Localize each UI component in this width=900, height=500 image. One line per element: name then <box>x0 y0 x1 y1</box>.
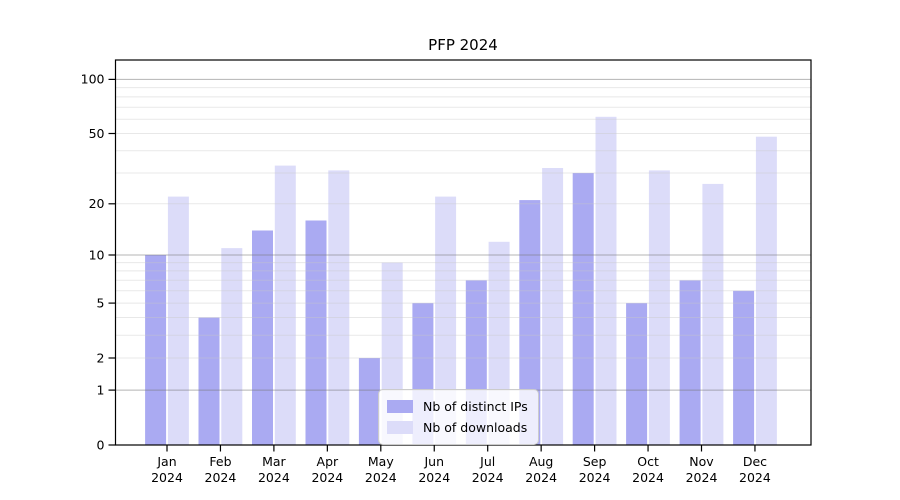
bar-distinct-ips-oct <box>626 303 648 445</box>
legend-item-downloads: Nb of downloads <box>387 417 528 438</box>
y-tick-label: 0 <box>97 437 105 452</box>
legend: Nb of distinct IPs Nb of downloads <box>378 389 539 445</box>
x-tick-label: Aug 2024 <box>525 454 557 485</box>
x-tick-label: Nov 2024 <box>686 454 718 485</box>
bar-downloads-feb <box>221 248 243 445</box>
x-tick-label: Feb 2024 <box>205 454 237 485</box>
axis-frame <box>114 59 812 446</box>
y-tick-label: 50 <box>89 126 105 141</box>
y-tick-label: 5 <box>97 295 105 310</box>
legend-item-distinct-ips: Nb of distinct IPs <box>387 396 528 417</box>
legend-swatch-distinct-ips-icon <box>387 400 413 413</box>
bar-downloads-oct <box>648 170 670 445</box>
y-tick-label: 10 <box>89 247 105 262</box>
legend-label-distinct-ips: Nb of distinct IPs <box>423 399 528 414</box>
x-tick-label: Jan 2024 <box>151 454 183 485</box>
bar-distinct-ips-jan <box>145 255 167 445</box>
bar-distinct-ips-feb <box>198 317 220 445</box>
bar-distinct-ips-apr <box>305 220 327 445</box>
x-tick-label: Dec 2024 <box>739 454 771 485</box>
y-tick-label: 20 <box>89 196 105 211</box>
x-tick-label: Jul 2024 <box>472 454 504 485</box>
bar-distinct-ips-aug <box>519 200 541 445</box>
legend-swatch-downloads-icon <box>387 421 413 434</box>
y-tick-label: 2 <box>97 350 105 365</box>
x-tick-label: May 2024 <box>365 454 397 485</box>
bar-distinct-ips-mar <box>252 230 273 445</box>
x-tick-label: Mar 2024 <box>258 454 290 485</box>
chart-title: PFP 2024 <box>428 36 498 54</box>
bar-downloads-jan <box>167 196 189 445</box>
bar-downloads-mar <box>274 165 296 445</box>
legend-label-downloads: Nb of downloads <box>423 420 528 435</box>
bar-downloads-aug <box>542 168 564 445</box>
y-tick-label: 1 <box>97 382 105 397</box>
bar-downloads-sep <box>595 116 617 446</box>
bar-downloads-dec <box>755 136 777 445</box>
bar-downloads-nov <box>702 183 724 445</box>
x-tick-label: Sep 2024 <box>579 454 611 485</box>
bar-distinct-ips-dec <box>733 290 755 445</box>
bar-downloads-apr <box>328 170 350 445</box>
bar-distinct-ips-nov <box>679 280 701 445</box>
bar-distinct-ips-may <box>358 358 380 445</box>
bar-downloads-jun <box>435 196 457 445</box>
x-tick-label: Jun 2024 <box>418 454 450 485</box>
bar-distinct-ips-sep <box>572 173 594 445</box>
x-tick-label: Oct 2024 <box>632 454 664 485</box>
x-tick-label: Apr 2024 <box>311 454 343 485</box>
y-tick-label: 100 <box>81 72 105 87</box>
